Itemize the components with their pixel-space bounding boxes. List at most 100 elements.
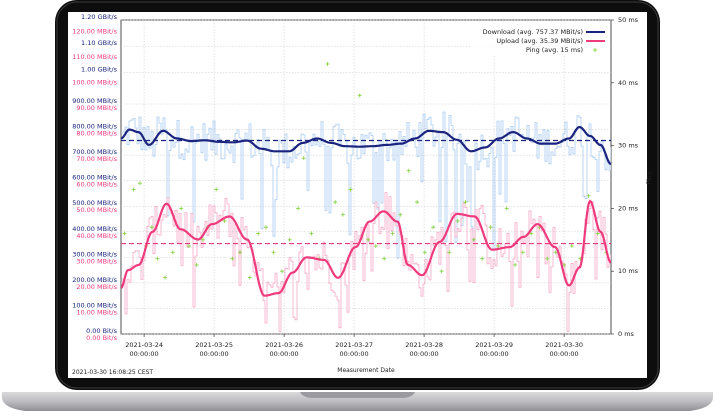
- upload-tick-label: 100.00 MBit/s: [72, 78, 117, 86]
- laptop-base: [2, 392, 713, 411]
- x-tick-date: 2021-03-24: [125, 341, 163, 349]
- ping-point: [398, 212, 403, 217]
- download-tick-label: 700.00 MBit/s: [72, 148, 117, 156]
- ping-point: [422, 250, 427, 255]
- x-tick-time: 00:00:00: [409, 350, 438, 358]
- ping-tick-label: 10 ms: [618, 267, 639, 275]
- laptop-bezel-edge: [56, 1, 659, 389]
- left-axis-ticks: 0.00 Bit/s 100.00 MBit/s 200.00 MBit/s 300.…: [72, 13, 117, 342]
- download-tick-label: 900.00 MBit/s: [72, 97, 117, 105]
- x-tick-date: 2021-03-29: [475, 341, 513, 349]
- ping-point: [222, 218, 227, 223]
- ping-point: [194, 262, 199, 267]
- download-tick-label: 1.10 GBit/s: [81, 39, 118, 47]
- laptop-notch: [300, 392, 415, 398]
- ping-points: [122, 61, 609, 280]
- legend-swatch: [593, 48, 597, 52]
- upload-tick-label: 30.00 MBit/s: [76, 257, 117, 265]
- upload-tick-label: 110.00 MBit/s: [72, 53, 117, 61]
- x-tick-date: 2021-03-28: [405, 341, 443, 349]
- ping-point: [373, 244, 378, 249]
- download-tick-label: 400.00 MBit/s: [72, 225, 117, 233]
- footer-timestamp: 2021-03-30 16:08:25 CEST: [72, 369, 153, 376]
- ping-point: [238, 250, 242, 255]
- upload-tick-label: 50.00 MBit/s: [76, 206, 117, 214]
- x-axis-label: Measurement Date: [337, 367, 395, 374]
- upload-line: [121, 199, 611, 297]
- ping-point: [230, 256, 235, 261]
- ping-point: [301, 156, 306, 161]
- ping-point: [504, 206, 509, 211]
- x-tick-date: 2021-03-25: [195, 341, 233, 349]
- ping-point: [415, 200, 420, 205]
- legend-box: [470, 24, 608, 56]
- ping-tick-label: 50 ms: [618, 16, 639, 24]
- ping-point: [496, 244, 501, 249]
- ping-point: [179, 206, 184, 211]
- ping-point: [357, 93, 362, 98]
- ping-point: [214, 187, 219, 192]
- ping-point: [263, 225, 268, 230]
- ping-point: [569, 244, 574, 249]
- ping-point: [455, 218, 460, 223]
- ping-point: [170, 250, 175, 255]
- ping-tick-label: 40 ms: [618, 79, 639, 87]
- ping-point: [529, 231, 534, 236]
- ping-point: [247, 275, 252, 280]
- download-tick-label: 800.00 MBit/s: [72, 123, 117, 131]
- x-tick-time: 00:00:00: [549, 350, 578, 358]
- ping-point: [325, 61, 330, 66]
- ping-point: [471, 237, 476, 242]
- ping-point: [382, 256, 387, 261]
- ping-point: [553, 250, 558, 255]
- ping-point: [406, 168, 411, 173]
- upload-tick-label: 40.00 MBit/s: [76, 232, 117, 240]
- right-axis-ticks: 0 ms 10 ms 20 ms 30 ms 40 ms 50 ms: [611, 16, 639, 338]
- ping-point: [137, 181, 142, 186]
- ping-point: [348, 187, 353, 192]
- download-tick-label: 600.00 MBit/s: [72, 174, 117, 182]
- ping-point: [366, 237, 371, 242]
- upload-tick-label: 70.00 MBit/s: [76, 155, 117, 163]
- x-tick-date: 2021-03-30: [545, 341, 583, 349]
- legend-label: Ping (avg. 15 ms): [526, 46, 583, 54]
- download-tick-label: 300.00 MBit/s: [72, 250, 117, 258]
- ping-point: [296, 206, 301, 211]
- x-tick-date: 2021-03-27: [335, 341, 373, 349]
- ping-point: [122, 231, 127, 236]
- x-tick-time: 00:00:00: [129, 350, 158, 358]
- ping-point: [431, 225, 436, 230]
- ping-point: [439, 269, 444, 274]
- download-tick-label: 0.00 Bit/s: [86, 327, 118, 335]
- upload-tick-label: 60.00 MBit/s: [76, 181, 117, 189]
- ping-tick-label: 30 ms: [618, 142, 639, 150]
- upload-tick-label: 90.00 MBit/s: [76, 104, 117, 112]
- ping-point: [163, 275, 168, 280]
- download-tick-label: 1.00 GBit/s: [81, 65, 118, 73]
- x-tick-time: 00:00:00: [269, 350, 298, 358]
- download-tick-label: 1.20 GBit/s: [81, 13, 118, 21]
- ping-point: [287, 237, 292, 242]
- ping-point: [149, 225, 154, 230]
- ping-point: [595, 231, 600, 236]
- x-tick-time: 00:00:00: [339, 350, 368, 358]
- ping-point: [256, 231, 261, 236]
- x-tick-time: 00:00:00: [479, 350, 508, 358]
- ping-point: [513, 262, 518, 267]
- plot-area: [120, 19, 612, 335]
- legend: Download (avg. 757.37 MBit/s)Upload (avg…: [470, 24, 608, 56]
- x-tick-date: 2021-03-26: [265, 341, 303, 349]
- download-tick-label: 200.00 MBit/s: [72, 276, 117, 284]
- ping-point: [463, 200, 468, 205]
- ping-point: [200, 237, 205, 242]
- ping-point: [447, 250, 452, 255]
- download-line: [121, 126, 611, 166]
- ping-point: [333, 200, 338, 205]
- upload-tick-label: 10.00 MBit/s: [76, 308, 117, 316]
- ping-point: [390, 231, 395, 236]
- x-tick-time: 00:00:00: [199, 350, 228, 358]
- ping-point: [480, 256, 485, 261]
- ping-point: [271, 250, 276, 255]
- ping-point: [131, 187, 136, 192]
- ping-point: [280, 269, 284, 274]
